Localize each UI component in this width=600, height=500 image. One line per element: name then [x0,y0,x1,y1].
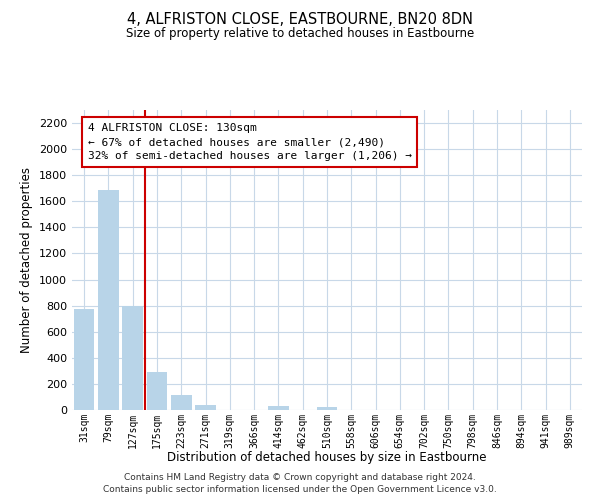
Text: Contains HM Land Registry data © Crown copyright and database right 2024.: Contains HM Land Registry data © Crown c… [124,473,476,482]
Text: Size of property relative to detached houses in Eastbourne: Size of property relative to detached ho… [126,28,474,40]
Bar [171,395,191,410]
Text: 4 ALFRISTON CLOSE: 130sqm
← 67% of detached houses are smaller (2,490)
32% of se: 4 ALFRISTON CLOSE: 130sqm ← 67% of detac… [88,123,412,161]
Bar [268,406,289,410]
Text: Distribution of detached houses by size in Eastbourne: Distribution of detached houses by size … [167,451,487,464]
Bar [122,306,143,410]
Bar [74,309,94,410]
Bar [98,190,119,410]
Y-axis label: Number of detached properties: Number of detached properties [20,167,34,353]
Bar [317,408,337,410]
Text: Contains public sector information licensed under the Open Government Licence v3: Contains public sector information licen… [103,484,497,494]
Text: 4, ALFRISTON CLOSE, EASTBOURNE, BN20 8DN: 4, ALFRISTON CLOSE, EASTBOURNE, BN20 8DN [127,12,473,28]
Bar [195,406,216,410]
Bar [146,372,167,410]
